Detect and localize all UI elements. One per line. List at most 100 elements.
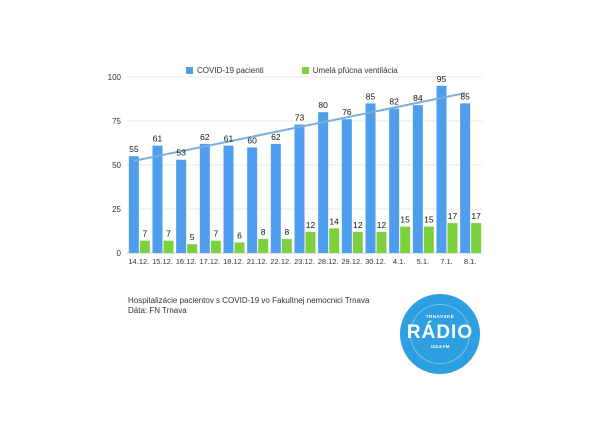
logo-ring [410,304,470,364]
data-label-ventilation: 7 [213,229,218,239]
bar-covid [412,105,423,253]
logo-main-text: RÁDIO [406,322,474,343]
data-labels: 55 7 61 7 53 5 62 7 61 6 60 8 62 8 73 12 80 14 76 12 85 12 82 1… [129,74,481,242]
data-label-covid: 80 [318,100,328,110]
bars [128,85,482,254]
y-tick-label: 75 [112,117,121,126]
x-tick-label: 8.1. [464,257,477,266]
data-label-ventilation: 17 [448,211,458,221]
y-tick-label: 50 [112,161,121,170]
data-label-ventilation: 12 [353,220,363,230]
caption-source: Dáta: FN Trnava [128,306,187,315]
x-tick-label: 17.12. [199,257,220,266]
bar-covid [389,108,400,254]
bar-covid [176,159,187,253]
bar-covid [294,124,305,254]
data-label-ventilation: 6 [237,230,242,240]
data-label-covid: 85 [366,91,376,101]
data-label-ventilation: 14 [329,216,339,226]
bar-covid [270,143,281,253]
bar-covid [341,119,352,254]
bar-ventilation [447,223,458,253]
data-label-ventilation: 12 [306,220,316,230]
legend-entry-covid: COVID-19 pacienti [186,66,264,75]
data-label-ventilation: 8 [284,227,289,237]
bar-ventilation [471,223,482,253]
bar-covid [128,156,139,253]
data-label-covid: 84 [413,93,423,103]
x-tick-label: 18.12. [223,257,244,266]
data-label-ventilation: 17 [471,211,481,221]
y-tick-label: 100 [108,73,122,82]
bar-ventilation [187,244,198,253]
radio-logo: TRNAVSKÉ RÁDIO 102.6 FM [400,294,480,374]
trendline [133,92,466,162]
x-tick-label: 28.12. [318,257,339,266]
data-label-ventilation: 7 [142,229,147,239]
bar-ventilation [376,231,387,253]
bar-covid [318,112,329,253]
data-label-ventilation: 15 [400,215,410,225]
legend-swatch-covid [186,67,193,74]
caption-title: Hospitalizácie pacientov s COVID-19 vo F… [128,296,370,305]
y-tick-label: 0 [117,249,122,258]
bar-ventilation [305,231,316,253]
data-label-ventilation: 12 [377,220,387,230]
bar-ventilation [163,240,174,253]
x-tick-label: 21.12. [247,257,268,266]
data-label-covid: 76 [342,107,352,117]
data-label-covid: 95 [437,74,447,84]
data-label-covid: 62 [200,132,210,142]
bar-ventilation [400,226,411,253]
legend-label-covid: COVID-19 pacienti [197,66,264,75]
bar-covid [199,143,210,253]
data-label-covid: 53 [176,148,186,158]
legend-entry-ventilation: Umelá pľúcna ventilácia [301,66,398,75]
x-tick-label: 30.12. [365,257,386,266]
bar-ventilation [352,231,363,253]
y-axis-ticks: 0 25 50 75 100 [108,73,122,258]
bar-covid [365,103,376,254]
bar-covid [436,85,447,253]
x-axis-ticks: 14.12. 15.12. 16.12. 17.12. 18.12. 21.12. 22.1… [128,257,476,266]
legend-swatch-ventilation [301,67,309,74]
bar-ventilation [281,238,292,253]
chart-caption: Hospitalizácie pacientov s COVID-19 vo F… [128,296,369,316]
bar-ventilation [423,226,434,253]
x-tick-label: 16.12. [176,257,197,266]
data-label-ventilation: 7 [166,229,171,239]
data-label-ventilation: 5 [190,232,195,242]
data-label-covid: 82 [389,97,399,107]
bar-ventilation [329,228,340,253]
bar-ventilation [258,238,269,253]
data-label-ventilation: 8 [261,227,266,237]
legend: COVID-19 pacienti Umelá pľúcna ventiláci… [186,66,398,75]
data-label-covid: 61 [153,134,163,144]
bar-covid [152,145,163,253]
data-label-covid: 73 [295,113,305,123]
y-tick-label: 25 [112,205,121,214]
x-tick-label: 14.12. [128,257,149,266]
data-label-covid: 60 [247,135,257,145]
x-tick-label: 22.12. [270,257,291,266]
logo-top-text: TRNAVSKÉ [425,314,455,319]
x-tick-label: 5.1. [417,257,430,266]
x-tick-label: 15.12. [152,257,173,266]
x-tick-label: 7.1. [440,257,453,266]
bar-covid [247,147,258,253]
bar-ventilation [234,242,245,253]
bar-ventilation [210,240,221,253]
data-label-covid: 61 [224,134,234,144]
trendline-covid [133,92,466,162]
x-tick-label: 29.12. [341,257,362,266]
bar-covid [223,145,234,253]
data-label-ventilation: 15 [424,215,434,225]
data-label-covid: 62 [271,132,281,142]
data-label-covid: 85 [460,91,470,101]
x-tick-label: 23.12. [294,257,315,266]
legend-label-ventilation: Umelá pľúcna ventilácia [312,66,398,75]
bar-covid [460,103,471,254]
data-label-covid: 55 [129,144,139,154]
x-tick-label: 4.1. [393,257,406,266]
